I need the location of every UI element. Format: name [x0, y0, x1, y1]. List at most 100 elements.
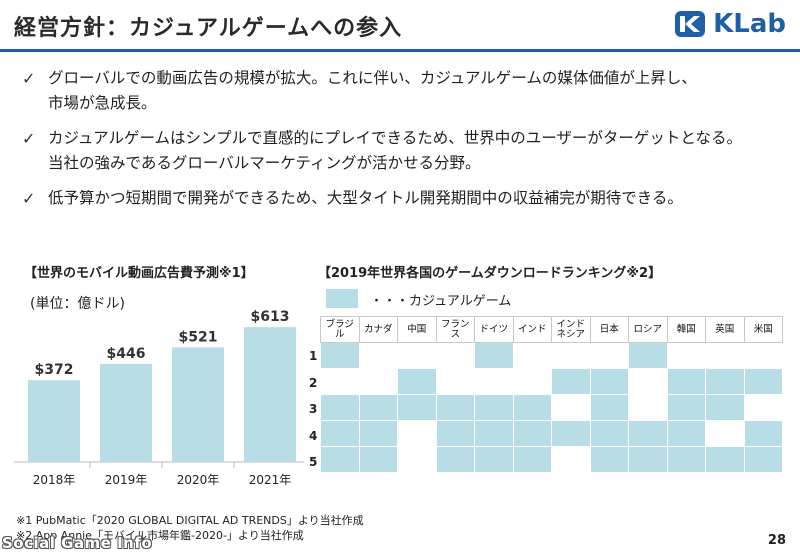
casual-game-cell	[320, 420, 360, 447]
casual-game-cell	[666, 394, 706, 421]
grid-cell	[743, 342, 783, 369]
bullet-line: 当社の強みであるグローバルマーケティングが活かせる分野。	[48, 154, 481, 172]
grid-cell	[628, 394, 668, 421]
page-title: 経営方針：カジュアルゲームへの参入	[14, 16, 403, 41]
casual-game-cell	[705, 368, 745, 395]
bullet-line: カジュアルゲームはシンプルで直感的にプレイできるため、世界中のユーザーがターゲッ…	[48, 129, 742, 147]
grid-cell	[397, 446, 437, 473]
casual-game-cell	[666, 420, 706, 447]
casual-game-cell	[320, 342, 360, 369]
grid-header-row: ブラジル カナダ 中国 フランス ドイツ インド インド ネシア 日本 ロシア 韓国 英国 米国	[320, 316, 783, 343]
bullet-line: 市場が急成長。	[48, 94, 157, 112]
casual-game-cell	[512, 394, 552, 421]
casual-game-cell	[628, 446, 668, 473]
rank-row	[320, 342, 783, 369]
casual-game-cell	[474, 446, 514, 473]
page-number: 28	[767, 533, 786, 548]
casual-game-cell	[512, 446, 552, 473]
rank-row	[320, 368, 783, 395]
bar-2018年	[28, 380, 80, 462]
grid-cell	[705, 342, 745, 369]
casual-game-cell	[705, 394, 745, 421]
x-tick-label: 2021年	[249, 473, 292, 487]
rank-row	[320, 420, 783, 447]
header-divider	[0, 49, 800, 52]
footnote-2: ※2 App Annie「モバイル市場年鑑-2020-」より当社作成	[16, 529, 304, 542]
casual-game-cell	[589, 446, 629, 473]
casual-game-cell	[474, 342, 514, 369]
casual-game-cell	[435, 394, 475, 421]
country-header: インド	[512, 316, 552, 343]
grid-cell	[705, 420, 745, 447]
grid-cell	[435, 342, 475, 369]
x-tick-label: 2020年	[177, 473, 220, 487]
grid-cell	[358, 368, 398, 395]
rank-label: 5	[309, 455, 318, 470]
casual-game-cell	[358, 420, 398, 447]
bullet-line: 低予算かつ短期間で開発ができるため、大型タイトル開発期間中の収益補完が期待できる…	[48, 189, 683, 207]
grid-cell	[358, 342, 398, 369]
country-header: ブラジル	[320, 316, 360, 343]
country-header: インド ネシア	[551, 316, 591, 343]
grid-cell	[551, 394, 591, 421]
bullet-line: グローバルでの動画広告の規模が拡大。これに伴い、カジュアルゲームの媒体価値が上昇…	[48, 69, 697, 87]
grid-cell	[743, 394, 783, 421]
casual-game-cell	[628, 420, 668, 447]
casual-game-cell	[666, 446, 706, 473]
country-header: ロシア	[628, 316, 668, 343]
country-header: 韓国	[666, 316, 706, 343]
x-tick-label: 2019年	[105, 473, 148, 487]
country-header: 日本	[589, 316, 629, 343]
casual-game-cell	[705, 446, 745, 473]
bullet-item: ✓ カジュアルゲームはシンプルで直感的にプレイできるため、世界中のユーザーがター…	[22, 126, 782, 176]
casual-game-cell	[397, 394, 437, 421]
klab-logo-icon	[673, 9, 707, 39]
ranking-title: 【2019年世界各国のゲームダウンロードランキング※2】	[318, 266, 662, 281]
casual-game-cell	[512, 420, 552, 447]
casual-game-cell	[474, 394, 514, 421]
watermark-logo: Social Game Info	[2, 534, 153, 552]
casual-game-cell	[551, 420, 591, 447]
bar-value-label: $613	[251, 309, 290, 325]
rank-row	[320, 446, 783, 473]
bar-chart-unit: (単位：億ドル)	[30, 296, 125, 312]
casual-game-cell	[743, 368, 783, 395]
grid-cell	[512, 342, 552, 369]
bullet-item: ✓ グローバルでの動画広告の規模が拡大。これに伴い、カジュアルゲームの媒体価値が…	[22, 66, 782, 116]
country-header: フランス	[435, 316, 475, 343]
grid-cell	[435, 368, 475, 395]
ranking-grid: ブラジル カナダ 中国 フランス ドイツ インド インド ネシア 日本 ロシア 韓国 英国 米国	[320, 316, 783, 473]
casual-game-cell	[435, 446, 475, 473]
x-tick-label: 2018年	[33, 473, 76, 487]
bar-value-label: $372	[35, 362, 74, 378]
rank-label: 2	[309, 375, 318, 390]
country-header: 中国	[397, 316, 437, 343]
klab-logo-text: KLab	[713, 9, 786, 39]
rank-label: 1	[309, 349, 318, 363]
bullet-item: ✓ 低予算かつ短期間で開発ができるため、大型タイトル開発期間中の収益補完が期待で…	[22, 186, 782, 211]
grid-cell	[320, 368, 360, 395]
casual-game-cell	[589, 420, 629, 447]
klab-logo: KLab	[673, 8, 786, 40]
bar-chart-title: 【世界のモバイル動画広告費予測※1】	[24, 266, 254, 281]
rank-label: 3	[309, 402, 318, 417]
rank-row	[320, 394, 783, 421]
grid-cell	[474, 368, 514, 395]
casual-game-cell	[589, 394, 629, 421]
bar-value-label: $521	[179, 329, 218, 345]
casual-game-cell	[743, 446, 783, 473]
casual-game-cell	[320, 394, 360, 421]
rank-label: 4	[309, 428, 318, 443]
slide-header: 経営方針：カジュアルゲームへの参入 KLab	[0, 0, 800, 52]
grid-cell	[397, 342, 437, 369]
bar-value-label: $446	[107, 346, 146, 362]
country-header: カナダ	[358, 316, 398, 343]
casual-game-cell	[358, 394, 398, 421]
country-header: ドイツ	[474, 316, 514, 343]
casual-game-cell	[320, 446, 360, 473]
bar-2021年	[244, 327, 296, 462]
ad-spend-bar-chart: $372 2018年 $446 2019年 $521 2020年 $613 2021年	[14, 309, 304, 487]
legend-swatch	[326, 289, 358, 308]
casual-game-cell	[358, 446, 398, 473]
casual-game-cell	[551, 368, 591, 395]
